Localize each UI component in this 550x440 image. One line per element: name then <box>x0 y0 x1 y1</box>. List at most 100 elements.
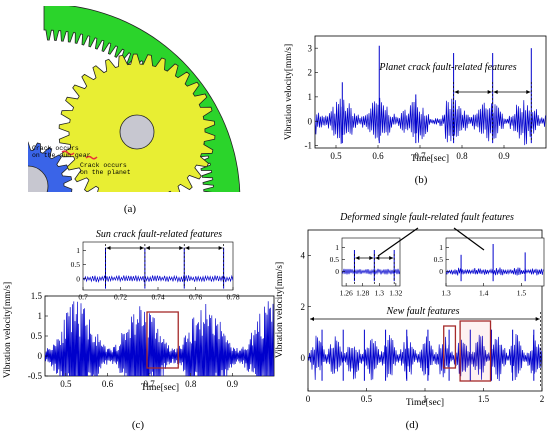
panel-c-chart: 0.5 0.6 0.7 0.8 0.9-0.500.511.5 0.7 0.72 0.74 0… <box>3 229 275 393</box>
interval-arrowhead <box>493 90 498 94</box>
panel-d-highlight-box-large <box>459 320 492 382</box>
sun-gear-hub <box>28 165 49 192</box>
panel-d-chart: 0 0.5 1 1.5 2 0 2 4 1.26 1.28 1.3 1.32 0 0.5 1 1.3 1.4… <box>275 212 545 408</box>
panel-d-left-inset-xtick-label: 1.3 <box>375 289 385 298</box>
span-arrowhead <box>310 317 314 321</box>
interval-arrowhead <box>375 256 380 260</box>
panel-d-right-inset-xtick-label: 1.5 <box>517 289 527 298</box>
panel-d-signal <box>308 329 542 382</box>
panel-c-signal <box>45 301 274 376</box>
panel-a-label: (a) <box>124 203 137 215</box>
panel-c-label: (c) <box>132 419 145 431</box>
panel-d-left-inset-box <box>341 237 401 287</box>
panel-c-inset-waveform <box>83 274 233 283</box>
panel-d-right-inset-xtick-label: 1.3 <box>441 289 451 298</box>
sun-crack-label-1: Crack occurs <box>32 145 79 152</box>
panel-d-xtick-label: 2 <box>540 394 545 404</box>
panel-c-xtick-label: 0.5 <box>60 379 72 389</box>
panel-b-waveform <box>315 97 546 146</box>
interval-arrowhead <box>218 246 223 250</box>
panel-c-inset-box <box>82 241 234 291</box>
sun-crack-marker <box>61 150 75 156</box>
interval-arrowhead <box>179 246 184 250</box>
panel-c-annotation: Sun crack fault-related features <box>96 229 222 240</box>
panel-d-right-inset-ytick-label: 1 <box>439 243 443 252</box>
panel-b-impulse-markers <box>453 82 532 140</box>
panel-a-gear-diagram: Crack occurs on the sun gear Crack occur… <box>28 6 241 192</box>
panel-d-left-inset-impulse-markers <box>354 254 395 284</box>
panel-d-callout-right <box>453 227 485 251</box>
panel-d-right-inset-xtick-label: 1.4 <box>479 289 489 298</box>
sun-crack-label-2: on the sun gear <box>32 152 91 159</box>
panel-c-inset-ytick-label: 1 <box>76 246 80 255</box>
panel-d-left-inset-ytick-label: 0 <box>335 267 339 276</box>
interval-arrowhead <box>106 246 111 250</box>
panel-c-inset-impulse-markers <box>105 244 224 288</box>
panel-b-ytick-label: 2 <box>308 68 313 78</box>
panel-d-ytick-label: 4 <box>301 251 306 261</box>
panel-d-xtick-label: 0 <box>306 394 311 404</box>
planet-crack-label-2: on the planet <box>80 169 131 176</box>
panel-b-xtick-label: 0.6 <box>372 151 384 161</box>
panel-d-xlabel: Time[sec] <box>406 398 444 408</box>
interval-arrowhead <box>487 90 492 94</box>
panel-d-left-inset-ticks: 1.26 1.28 1.3 1.32 0 0.5 1 <box>330 243 403 297</box>
panel-d-left-inset-ytick-label: 0.5 <box>330 255 340 264</box>
panel-d-right-inset-box <box>445 237 545 287</box>
panel-d-waveform <box>308 333 542 382</box>
panel-c-xtick-label: 0.6 <box>102 379 114 389</box>
panel-b-ylabel: Vibration velocity[mm/s] <box>284 44 294 140</box>
interval-arrowhead <box>355 256 360 260</box>
panel-c-highlight-box <box>146 311 179 369</box>
interval-arrowhead <box>145 246 150 250</box>
panel-b-ticks: 0.5 0.6 0.7 0.8 0.9 -1 0 1 2 3 <box>305 43 511 161</box>
interval-arrowhead <box>139 246 144 250</box>
panel-b-xlabel: Time[sec] <box>411 154 449 164</box>
panel-c-ytick-label: 0 <box>38 351 43 361</box>
panel-d-label: (d) <box>406 419 419 431</box>
panel-c-inset-ticks: 0.7 0.72 0.74 0.76 0.78 0 0.5 1 <box>71 246 240 301</box>
sun-gear <box>28 141 73 192</box>
panel-d-highlight-box-small <box>443 325 457 369</box>
panel-b-ytick-label: 0 <box>308 116 313 126</box>
planet-crack-label-1: Crack occurs <box>80 162 127 169</box>
panel-c-xtick-label: 0.8 <box>185 379 197 389</box>
panel-d-left-inset-xtick-label: 1.26 <box>340 289 353 298</box>
panel-d-ytick-label: 2 <box>301 302 306 312</box>
panel-d-left-inset-xtick-label: 1.28 <box>356 289 369 298</box>
panel-d-ytick-label: 0 <box>301 353 306 363</box>
panel-d-annotation-top: Deformed single fault-related fault feat… <box>339 212 514 223</box>
panel-c-inset-xtick-label: 0.76 <box>189 293 202 302</box>
panel-d-left-inset-xtick-label: 1.32 <box>389 289 402 298</box>
panel-c-xlabel: Time[sec] <box>141 383 179 393</box>
panel-d-right-inset-waveform <box>446 267 544 276</box>
panel-c-ticks: 0.5 0.6 0.7 0.8 0.9 -0.5 0 0.5 1 1.5 <box>28 291 239 389</box>
panel-c-inset-ytick-label: 0.5 <box>71 260 81 269</box>
panel-c-inset-xtick-label: 0.72 <box>114 293 127 302</box>
panel-c-ylabel: Vibration velocity[mm/s] <box>3 282 13 378</box>
panel-c-inset-xtick-label: 0.74 <box>151 293 164 302</box>
planet-gear-hub <box>119 114 155 150</box>
panel-d-span-arrow <box>310 312 542 388</box>
panel-d-right-inset-signal <box>446 244 544 282</box>
interval-arrowhead <box>369 256 374 260</box>
panel-c-ytick-label: -0.5 <box>28 371 43 381</box>
panel-b-xtick-label: 0.9 <box>498 151 510 161</box>
panel-c-inset-ytick-label: 0 <box>76 274 80 283</box>
panel-d-right-inset-ticks: 1.3 1.4 1.5 0 0.5 1 <box>434 243 527 297</box>
interval-arrowhead <box>454 90 459 94</box>
panel-d-callout-left <box>377 227 419 257</box>
panel-b-ytick-label: 3 <box>308 43 313 53</box>
panel-d-right-inset-ytick-label: 0 <box>439 267 443 276</box>
interval-arrowhead <box>526 90 531 94</box>
planet-crack-marker <box>85 155 98 160</box>
panel-b-xtick-label: 0.5 <box>330 151 342 161</box>
panel-d-xtick-label: 1 <box>423 394 428 404</box>
panel-b-xtick-label: 0.8 <box>456 151 468 161</box>
interval-arrowhead <box>389 256 394 260</box>
planet-gear <box>58 53 216 192</box>
panel-b-signal <box>315 45 546 146</box>
interval-arrowhead <box>185 246 190 250</box>
panel-d-annotation-mid: New fault features <box>386 306 460 317</box>
